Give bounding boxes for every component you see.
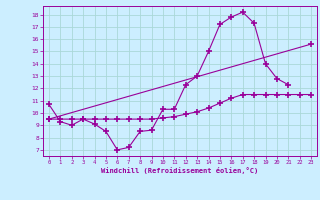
X-axis label: Windchill (Refroidissement éolien,°C): Windchill (Refroidissement éolien,°C) [101,167,259,174]
